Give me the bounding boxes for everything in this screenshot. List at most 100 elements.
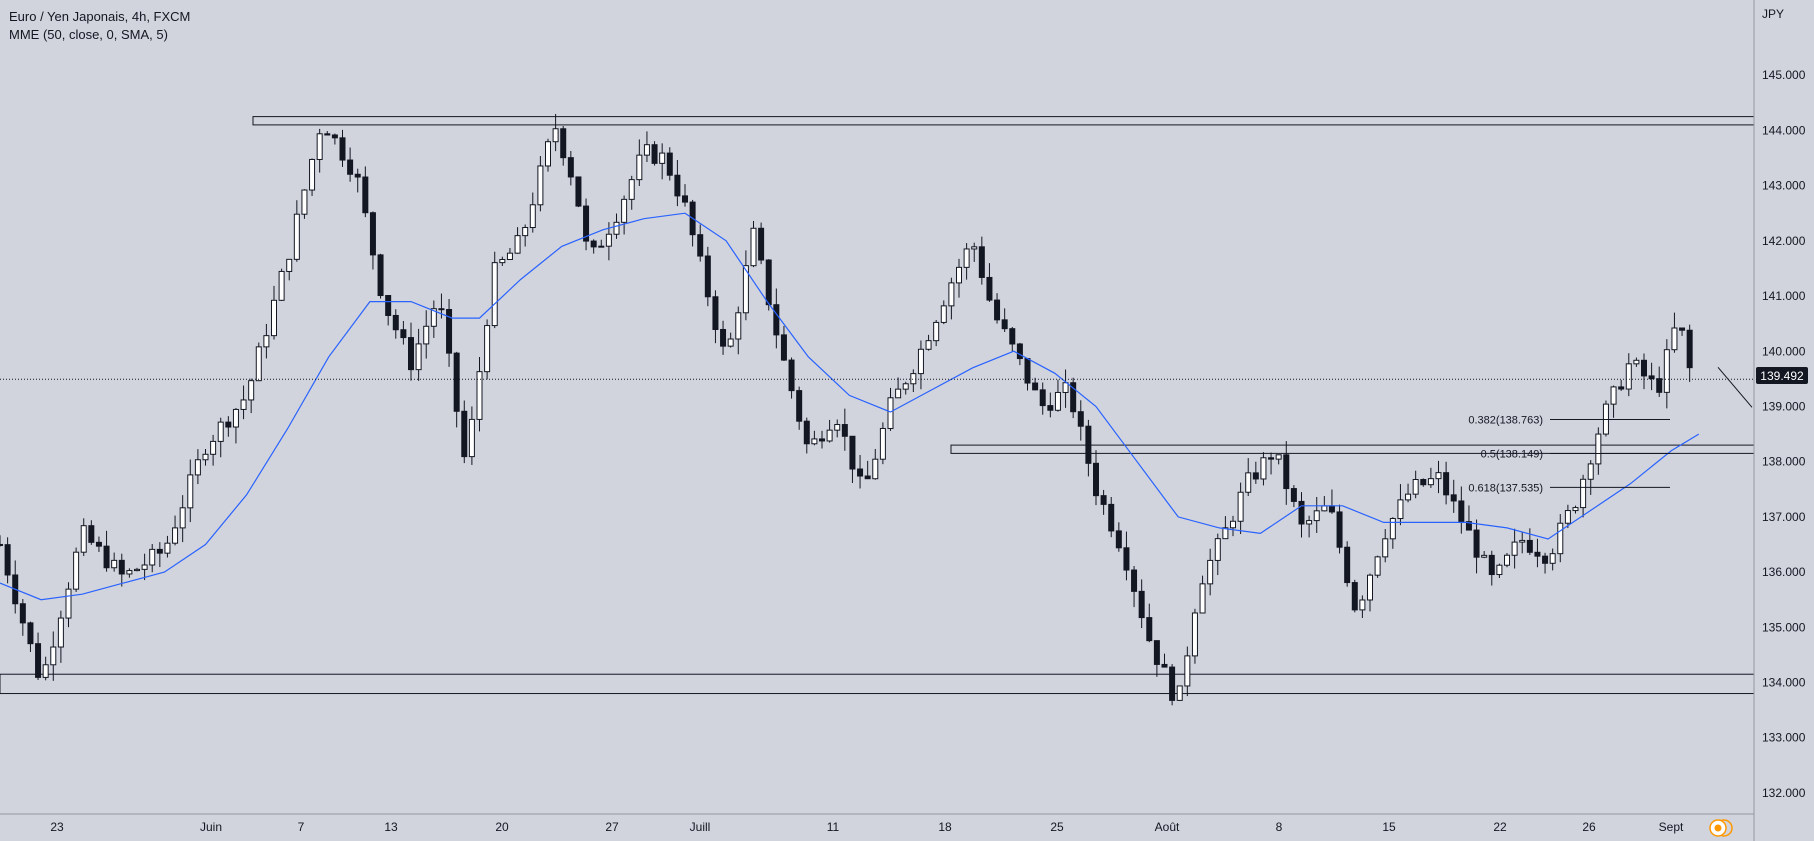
candle-body [1146,617,1153,642]
candlestick-series [0,113,1693,706]
candle-body [742,265,749,314]
candle-body [841,424,848,437]
candle-body [910,373,917,385]
y-tick-label: 145.000 [1762,68,1806,82]
candle-body [111,559,118,569]
candle-body [917,348,924,375]
candle-body [529,204,536,229]
candle-body [994,299,1001,321]
candle-body [255,346,262,382]
candle-body [73,551,80,590]
candle-body [484,325,491,373]
y-tick-label: 142.000 [1762,234,1806,248]
last-price-label: 139.492 [1760,369,1804,383]
candle-body [369,212,376,256]
candle-body [902,383,909,390]
candle-body [415,343,422,371]
time-axis[interactable]: 23 Juin 7 13 20 27 Juill 11 18 25 Août 8 15 22 26 Sept [50,820,1684,834]
candle-body [57,617,64,648]
candle-body [35,643,42,678]
candle-body [956,266,962,284]
candle-body [1504,554,1510,566]
chart-legend: Euro / Yen Japonais, 4h, FXCM MME (50, c… [9,8,190,44]
candle-body [1496,564,1503,576]
candle-body [811,438,818,445]
candle-body [278,270,285,301]
candle-body [1237,491,1244,522]
candle-body [1405,493,1412,501]
tradingview-logo-icon[interactable] [1706,819,1736,837]
candle-body [1397,499,1404,520]
candle-body [362,176,369,214]
candle-body [95,541,102,547]
candle-body [1009,328,1016,345]
candle-body [986,276,993,301]
candle-body [1298,500,1305,525]
candle-body [567,157,574,178]
candle-body [651,144,658,164]
candle-body [788,359,795,392]
candle-body [1473,529,1480,558]
candle-body [1260,457,1267,480]
candle-body [1153,640,1160,665]
candle-body [1184,655,1191,687]
candle-body [1252,472,1259,480]
candle-body [446,309,453,354]
candle-body [1465,521,1472,531]
candle-body [263,335,270,348]
candle-body [210,440,217,455]
candle-body [19,603,26,624]
candle-body [697,234,704,257]
y-tick-label: 132.000 [1762,786,1806,800]
candle-body [1587,463,1594,480]
candle-body [499,258,506,264]
candle-body [712,296,719,330]
x-tick-label: 11 [827,820,840,834]
candle-body [552,128,559,143]
candle-body [1275,454,1282,460]
candle-body [400,329,407,339]
candle-body [149,548,156,566]
candle-body [514,235,521,254]
candle-body [377,254,384,297]
candle-body [796,390,803,422]
candle-body [857,468,864,477]
candle-body [1671,327,1678,351]
fib-label: 0.382(138.763) [1468,415,1543,427]
candle-body [1679,327,1686,331]
candle-body [156,548,163,554]
candle-body [1032,382,1039,391]
candle-body [1633,359,1640,365]
candle-body [468,418,475,458]
price-axis[interactable]: 132.000 133.000 134.000 135.000 136.000 137.0… [1762,68,1806,800]
moving-average-series [0,212,1700,601]
candle-body [331,134,338,139]
candle-body [1077,411,1084,427]
candle-body [1070,382,1077,413]
candle-body [1488,554,1495,576]
candle-body [187,474,194,509]
y-tick-label: 134.000 [1762,676,1806,690]
indicator-label[interactable]: MME (50, close, 0, SMA, 5) [9,27,168,42]
candle-body [1100,495,1107,505]
candle-body [1549,553,1556,564]
candle-body [1663,349,1670,393]
candle-body [621,198,628,223]
candle-body [1138,590,1145,619]
candle-body [583,205,590,242]
candle-body [1321,505,1328,512]
candle-body [27,622,34,645]
symbol-title[interactable]: Euro / Yen Japonais, 4h, FXCM [9,9,191,24]
candle-body [1230,520,1236,529]
candle-body [1054,391,1061,411]
candle-body [1039,389,1046,407]
candle-body [575,176,582,207]
candle-body [758,227,765,261]
candle-body [560,128,567,159]
candle-body [1351,582,1358,611]
x-tick-label: 15 [1382,820,1396,834]
candle-body [134,568,140,572]
candle-body [309,158,316,191]
y-tick-label: 139.000 [1762,399,1806,413]
